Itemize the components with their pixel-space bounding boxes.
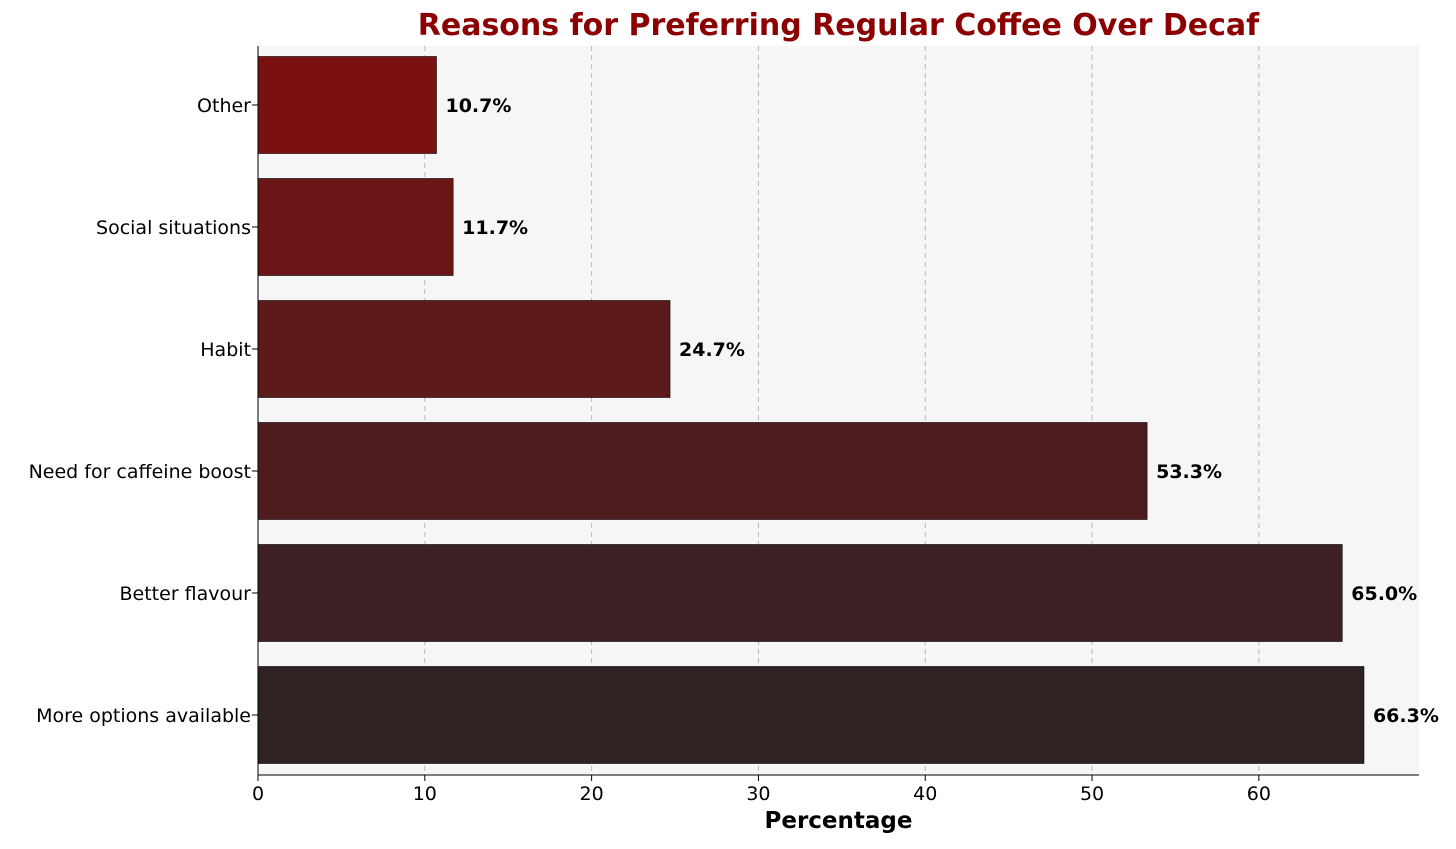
- bar: [257, 56, 437, 154]
- bar-value-label: 66.3%: [1373, 705, 1439, 727]
- x-tick-label: 0: [252, 783, 264, 805]
- y-axis-tick-labels: More options available Better flavour Need…: [29, 46, 259, 775]
- chart-title: Reasons for Preferring Regular Coffee Ov…: [418, 8, 1260, 43]
- x-tick-label: 50: [1080, 783, 1104, 805]
- bar: [257, 178, 454, 276]
- bar-value-label: 53.3%: [1156, 461, 1222, 483]
- bar-value-label: 10.7%: [445, 95, 511, 117]
- y-tick-label: Social situations: [96, 217, 251, 239]
- bar: [257, 422, 1148, 520]
- x-tick-label: 20: [580, 783, 604, 805]
- x-tick-label: 60: [1247, 783, 1271, 805]
- value-labels: 66.3% 65.0% 53.3% 24.7% 11.7% 10.7%: [445, 95, 1438, 727]
- bar-value-label: 24.7%: [679, 339, 745, 361]
- x-tick-label: 10: [413, 783, 437, 805]
- bar: [257, 544, 1343, 642]
- bars: [257, 56, 1365, 764]
- bar: [257, 666, 1365, 764]
- x-tick-label: 30: [746, 783, 770, 805]
- y-tick-label: Other: [197, 95, 251, 117]
- y-tick-label: More options available: [36, 705, 251, 727]
- y-tick-label: Need for caffeine boost: [29, 461, 251, 483]
- bar-value-label: 11.7%: [462, 217, 528, 239]
- gridlines: [257, 46, 1260, 775]
- x-axis-ticks: 0 10 20 30 40 50 60: [252, 774, 1419, 805]
- x-tick-label: 40: [913, 783, 937, 805]
- y-tick-label: Better flavour: [120, 583, 252, 605]
- bar: [257, 300, 671, 398]
- y-tick-label: Habit: [200, 339, 251, 361]
- plot-area: [258, 46, 1419, 775]
- bar-value-label: 65.0%: [1351, 583, 1417, 605]
- x-axis-label: Percentage: [765, 808, 913, 834]
